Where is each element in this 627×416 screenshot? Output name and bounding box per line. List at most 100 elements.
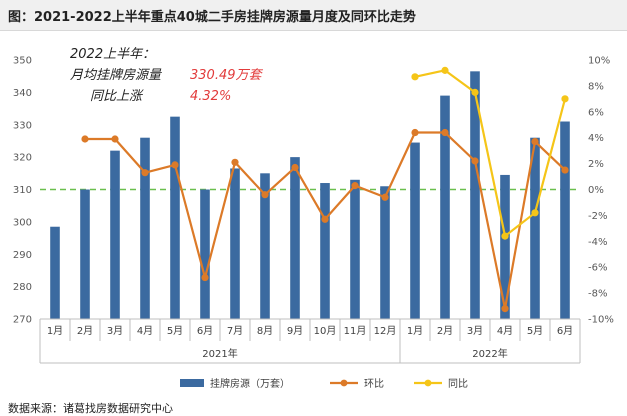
bar-layer [50,71,570,319]
annotation-yoy-label: 同比上涨 [90,89,144,104]
series-point-环比 [501,305,509,313]
year-group-label: 2022年 [472,347,507,360]
chart-title: 图：2021-2022上半年重点40城二手房挂牌房源量月度及同环比走势 [8,10,416,25]
x-tick-label: 1月 [407,325,423,337]
chart: 270 280 290 300 310 320 330 340 350 -10% -8% -6% -4%… [13,47,614,390]
series-point-环比 [531,137,539,146]
series-point-同比 [501,232,509,240]
series-point-环比 [81,135,89,143]
series-point-环比 [321,215,329,223]
y-right-tick-label: -10% [588,315,614,326]
series-point-环比 [231,158,239,166]
series-point-同比 [561,95,569,103]
y-left-tick-label: 280 [13,282,32,293]
legend-label-同比: 同比 [448,378,468,390]
y-right-tick-label: 0% [588,185,604,196]
year-group-label: 2021年 [202,347,237,360]
legend-swatch-挂牌房源（万套） [180,379,204,387]
annotation-avg-label: 月均挂牌房源量 [70,68,163,83]
series-point-同比 [471,88,479,96]
series-point-环比 [261,191,269,199]
bar-5月 [530,137,540,319]
x-tick-label: 3月 [107,325,123,337]
series-point-环比 [141,169,149,177]
annotation-line1: 2022上半年： [70,47,155,62]
y-right-tick-label: 10% [588,56,610,67]
y-left-tick-label: 320 [13,153,32,164]
series-point-环比 [351,182,359,190]
y-left-tick-label: 270 [13,315,32,326]
line-layer [81,66,569,313]
axis-layer: 270 280 290 300 310 320 330 340 350 -10% -8% -6% -4%… [13,56,614,364]
x-tick-label: 6月 [197,325,213,337]
y-left-tick-label: 330 [13,120,32,131]
bar-9月 [290,157,300,319]
bar-3月 [110,150,120,319]
series-line-同比 [414,69,567,238]
x-tick-label: 11月 [344,325,367,337]
x-tick-label: 2月 [437,325,453,337]
series-point-同比 [531,209,539,217]
legend-marker-同比 [424,379,432,387]
legend-layer: 挂牌房源（万套） 环比 同比 [180,377,468,390]
y-right-tick-label: 4% [588,133,604,144]
y-right-tick-label: -2% [588,211,607,222]
x-tick-label: 5月 [167,325,183,337]
bar-1月 [50,226,60,319]
x-tick-label: 4月 [497,325,513,337]
x-tick-label: 8月 [257,325,273,337]
series-point-环比 [111,135,119,143]
y-right-tick-label: 6% [588,107,604,118]
y-right-tick-label: 2% [588,159,604,170]
bar-4月 [140,137,150,319]
series-point-环比 [381,193,389,201]
y-left-tick-label: 300 [13,217,32,228]
series-point-同比 [411,73,419,81]
x-tick-label: 5月 [527,325,543,337]
series-point-环比 [171,161,179,169]
x-tick-label: 1月 [47,325,63,337]
y-right-tick-label: 8% [588,81,604,92]
y-right-tick-label: -8% [588,289,607,300]
y-left-tick-label: 350 [13,56,32,67]
bar-5月 [170,116,180,319]
series-point-环比 [291,163,299,172]
y-left-tick-label: 310 [13,185,32,196]
bar-6月 [560,121,570,319]
y-right-tick-label: -4% [588,237,607,248]
x-tick-label: 6月 [557,325,573,337]
x-tick-label: 9月 [287,325,303,337]
bar-3月 [470,71,480,319]
x-tick-label: 7月 [227,325,243,337]
legend-label-环比: 环比 [364,378,384,390]
annotation-layer: 2022上半年： 月均挂牌房源量 330.49万套 同比上涨 4.32% [70,47,263,104]
bar-4月 [500,174,510,319]
bar-1月 [410,142,420,319]
series-point-同比 [441,66,449,74]
legend-marker-环比 [340,379,348,387]
source-note: 数据来源：诸葛找房数据研究中心 [8,402,173,415]
bar-11月 [350,179,360,319]
series-point-环比 [561,166,569,174]
series-point-环比 [411,128,419,137]
bar-7月 [230,168,240,319]
x-tick-label: 4月 [137,325,153,337]
y-left-tick-label: 290 [13,250,32,261]
bar-2月 [80,189,90,319]
x-tick-label: 3月 [467,325,483,337]
series-point-环比 [441,128,449,137]
y-left-tick-label: 340 [13,88,32,99]
bar-8月 [260,173,270,319]
bar-6月 [200,189,210,319]
series-point-环比 [471,157,479,165]
x-tick-label: 12月 [374,325,397,337]
y-right-tick-label: -6% [588,263,607,274]
bar-12月 [380,186,390,319]
bar-2月 [440,95,450,319]
x-tick-label: 10月 [314,325,337,337]
series-point-环比 [201,273,209,282]
annotation-yoy-value: 4.32% [190,89,231,104]
x-tick-label: 2月 [77,325,93,337]
legend-label-挂牌房源（万套）: 挂牌房源（万套） [210,377,290,390]
annotation-avg-value: 330.49万套 [190,68,263,83]
